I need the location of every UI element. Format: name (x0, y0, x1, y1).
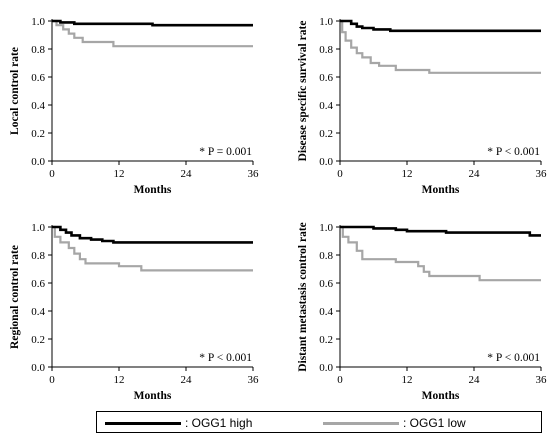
y-tick-label: 0.4 (31, 306, 45, 318)
y-axis-title: Distant metastasis control rate (297, 222, 309, 372)
y-tick-label: 0.0 (31, 362, 45, 374)
x-tick-label: 24 (469, 374, 481, 386)
y-tick-label: 0.2 (319, 334, 333, 346)
y-tick-label: 0.6 (31, 72, 45, 84)
series-line-ogg1-high (340, 19, 541, 33)
y-tick-label: 0.4 (319, 306, 333, 318)
y-axis-title: Local control rate (9, 47, 21, 135)
x-tick-label: 36 (248, 168, 260, 180)
x-tick-label: 0 (337, 374, 343, 386)
y-tick-label: 0.4 (31, 100, 45, 112)
series-line-ogg1-low (340, 19, 541, 74)
y-axis-title: Regional control rate (9, 245, 21, 349)
x-tick-label: 12 (114, 374, 125, 386)
x-tick-label: 24 (181, 168, 193, 180)
legend-label-high: : OGG1 high (185, 416, 253, 430)
p-value-annotation: * P < 0.001 (487, 352, 540, 364)
y-tick-label: 0.0 (31, 156, 45, 168)
x-tick-label: 36 (536, 168, 548, 180)
y-tick-label: 0.4 (319, 100, 333, 112)
y-tick-label: 0.0 (319, 362, 333, 374)
y-tick-label: 0.8 (31, 250, 45, 262)
y-tick-label: 0.6 (319, 278, 333, 290)
km-panel-2: 0.0 0.2 0.4 0.6 0.8 1.0 0 12 24 36 Months Disease s… (297, 16, 547, 196)
x-axis-title: Months (422, 184, 460, 196)
series-line-ogg1-high (52, 19, 253, 27)
x-tick-label: 0 (337, 168, 343, 180)
p-value-annotation: * P < 0.001 (199, 352, 252, 364)
y-tick-label: 0.2 (31, 334, 45, 346)
x-tick-label: 36 (536, 374, 548, 386)
legend-item-high: : OGG1 high (105, 415, 252, 431)
x-tick-label: 12 (114, 168, 125, 180)
x-tick-label: 0 (49, 374, 55, 386)
y-tick-label: 1.0 (319, 16, 333, 28)
legend: : OGG1 high : OGG1 low (96, 411, 542, 433)
y-tick-label: 0.8 (319, 250, 333, 262)
x-tick-label: 12 (402, 168, 413, 180)
x-tick-label: 12 (402, 374, 413, 386)
legend-swatch-low (323, 421, 399, 425)
series-line-ogg1-low (340, 225, 541, 282)
km-panel-4: 0.0 0.2 0.4 0.6 0.8 1.0 0 12 24 36 Months Distant m… (297, 222, 547, 402)
legend-item-low: : OGG1 low (323, 415, 466, 431)
series-line-ogg1-low (52, 19, 253, 48)
km-panel-1: 0.0 0.2 0.4 0.6 0.8 1.0 0 12 24 36 Months Local con… (9, 16, 259, 196)
legend-label-low: : OGG1 low (403, 416, 466, 430)
x-axis-title: Months (422, 390, 460, 402)
y-tick-label: 0.6 (31, 278, 45, 290)
y-tick-label: 1.0 (319, 222, 333, 234)
p-value-annotation: * P < 0.001 (487, 146, 540, 158)
x-axis-title: Months (134, 184, 172, 196)
x-tick-label: 36 (248, 374, 260, 386)
x-tick-label: 24 (469, 168, 481, 180)
y-axis-title: Disease specific survival rate (297, 21, 309, 162)
y-tick-label: 0.6 (319, 72, 333, 84)
x-tick-label: 0 (49, 168, 55, 180)
x-axis-title: Months (134, 390, 172, 402)
series-line-ogg1-high (52, 225, 253, 244)
x-tick-label: 24 (181, 374, 193, 386)
y-tick-label: 0.8 (31, 44, 45, 56)
y-tick-label: 1.0 (31, 222, 45, 234)
y-tick-label: 0.2 (31, 128, 45, 140)
km-panel-3: 0.0 0.2 0.4 0.6 0.8 1.0 0 12 24 36 Months Regional … (9, 222, 259, 402)
y-tick-label: 1.0 (31, 16, 45, 28)
y-tick-label: 0.8 (319, 44, 333, 56)
y-tick-label: 0.2 (319, 128, 333, 140)
series-line-ogg1-low (52, 225, 253, 272)
y-tick-label: 0.0 (319, 156, 333, 168)
series-line-ogg1-high (340, 225, 541, 237)
p-value-annotation: * P = 0.001 (199, 146, 252, 158)
legend-swatch-high (105, 421, 181, 425)
